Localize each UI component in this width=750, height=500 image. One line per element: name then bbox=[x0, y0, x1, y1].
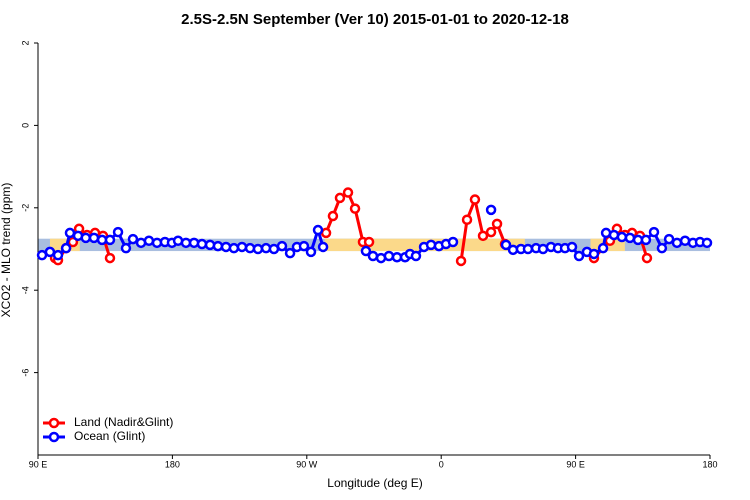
point bbox=[485, 204, 497, 216]
point bbox=[180, 237, 192, 249]
point bbox=[641, 252, 653, 264]
x-tick-label: 180 bbox=[702, 459, 717, 469]
point bbox=[104, 234, 116, 246]
point bbox=[305, 246, 317, 258]
point bbox=[491, 218, 503, 230]
point bbox=[477, 230, 489, 242]
point bbox=[522, 243, 534, 255]
point bbox=[104, 252, 116, 264]
point bbox=[334, 192, 346, 204]
point bbox=[320, 227, 332, 239]
point bbox=[360, 245, 372, 257]
y-tick-label: 2 bbox=[20, 40, 30, 45]
point bbox=[485, 226, 497, 238]
point bbox=[44, 246, 56, 258]
point bbox=[648, 226, 660, 238]
point bbox=[656, 242, 668, 254]
point bbox=[391, 251, 403, 263]
point bbox=[447, 236, 459, 248]
point bbox=[640, 234, 652, 246]
point bbox=[500, 239, 512, 251]
point bbox=[188, 237, 200, 249]
point bbox=[317, 241, 329, 253]
y-tick-label: 0 bbox=[20, 123, 30, 128]
point bbox=[383, 250, 395, 262]
legend-label: Land (Nadir&Glint) bbox=[74, 415, 173, 429]
x-tick-label: 90 E bbox=[29, 459, 48, 469]
point bbox=[268, 243, 280, 255]
point bbox=[597, 242, 609, 254]
point bbox=[425, 239, 437, 251]
point bbox=[367, 250, 379, 262]
chart-title: 2.5S-2.5N September (Ver 10) 2015-01-01 … bbox=[181, 11, 569, 28]
y-tick-label: -2 bbox=[20, 204, 30, 212]
point bbox=[312, 224, 324, 236]
point bbox=[252, 243, 264, 255]
point bbox=[204, 239, 216, 251]
point bbox=[455, 255, 467, 267]
point bbox=[469, 194, 481, 205]
y-tick-label: -4 bbox=[20, 286, 30, 294]
y-tick-label: -6 bbox=[20, 369, 30, 377]
point bbox=[127, 233, 139, 245]
point bbox=[573, 250, 585, 262]
point bbox=[80, 232, 92, 244]
point bbox=[566, 241, 578, 253]
point bbox=[52, 249, 64, 261]
x-tick-label: 0 bbox=[439, 459, 444, 469]
point bbox=[616, 231, 628, 243]
legend-marker bbox=[48, 417, 60, 429]
point bbox=[196, 238, 208, 250]
x-tick-label: 90 E bbox=[566, 459, 585, 469]
point bbox=[298, 240, 310, 252]
point bbox=[120, 242, 132, 254]
point bbox=[349, 203, 361, 214]
point bbox=[228, 242, 240, 254]
point bbox=[212, 240, 224, 252]
point bbox=[143, 235, 155, 247]
point bbox=[60, 242, 72, 254]
point bbox=[363, 236, 375, 248]
point bbox=[112, 226, 124, 238]
point bbox=[461, 214, 473, 225]
point bbox=[236, 241, 248, 253]
point bbox=[220, 241, 232, 253]
x-axis-label: Longitude (deg E) bbox=[327, 476, 422, 490]
point bbox=[663, 233, 675, 245]
point bbox=[64, 227, 76, 239]
point bbox=[410, 250, 422, 262]
y-axis-label: XCO2 - MLO trend (ppm) bbox=[0, 183, 13, 318]
legend-marker bbox=[48, 431, 60, 443]
point bbox=[88, 232, 100, 244]
point bbox=[624, 232, 636, 244]
point bbox=[342, 187, 354, 198]
point bbox=[327, 210, 339, 222]
point bbox=[276, 240, 288, 252]
point bbox=[701, 237, 713, 249]
point bbox=[588, 248, 600, 260]
x-tick-label: 180 bbox=[165, 459, 180, 469]
point bbox=[671, 237, 683, 249]
legend-label: Ocean (Glint) bbox=[74, 429, 145, 443]
point bbox=[284, 247, 296, 259]
x-tick-label: 90 W bbox=[296, 459, 318, 469]
